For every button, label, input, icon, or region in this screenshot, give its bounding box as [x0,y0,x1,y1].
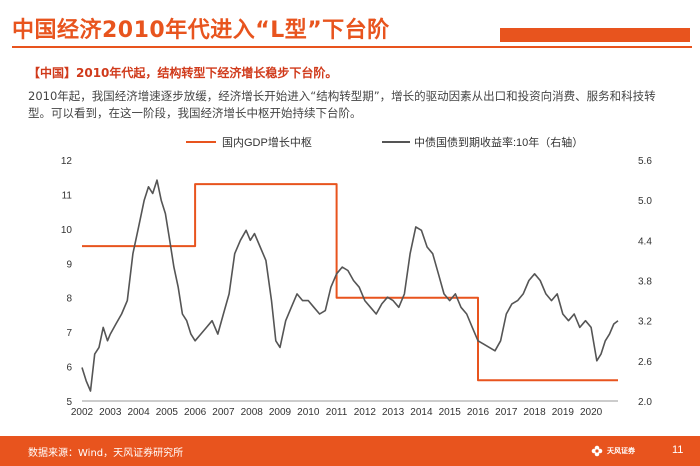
title-underline [12,46,692,48]
x-tick-label: 2011 [326,407,348,418]
y-right-tick-label: 3.2 [638,317,652,328]
x-tick-label: 2020 [580,407,603,418]
legend-label-yield: 中债国债到期收益率:10年（右轴） [414,135,583,149]
x-tick-label: 2005 [156,407,179,418]
x-tick-label: 2003 [99,407,122,418]
x-tick-label: 2018 [523,407,546,418]
series-line-10y-yield [81,179,619,392]
x-tick-label: 2012 [354,407,377,418]
y-left-tick-label: 9 [66,259,72,270]
y-right-tick-label: 2.6 [638,357,652,368]
x-tick-label: 2007 [212,407,235,418]
gdp-yield-chart: 国内GDP增长中枢 中债国债到期收益率:10年（右轴） 2002 2003 2004… [61,135,652,418]
x-tick-label: 2004 [127,407,150,418]
x-tick-label: 2017 [495,407,518,418]
x-tick-label: 2019 [552,407,575,418]
slide-title: 中国经济2010年代进入“L型”下台阶 [12,18,390,43]
logo-text: 天风证券 [607,447,635,455]
x-tick-label: 2002 [71,407,94,418]
highlight-text: 【中国】2010年代起，结构转型下经济增长稳步下台阶。 [28,66,338,80]
y-right-tick-label: 3.8 [638,277,652,288]
y-left-tick-label: 7 [66,328,72,339]
y-left-tick-label: 12 [61,156,73,167]
page-number: 11 [672,444,684,456]
y-left-tick-label: 5 [66,397,72,408]
x-tick-label: 2013 [382,407,405,418]
x-tick-label: 2009 [269,407,292,418]
y-right-tick-label: 2.0 [638,397,652,408]
y-right-tick-label: 4.4 [638,236,652,247]
footer-bar: 数据来源：Wind，天风证券研究所 天风证券 11 [0,436,700,466]
chart-legend: 国内GDP增长中枢 中债国债到期收益率:10年（右轴） [186,135,583,149]
chart-plot-area [81,179,619,392]
legend-label-gdp: 国内GDP增长中枢 [222,135,312,149]
x-tick-label: 2016 [467,407,490,418]
y-left-tick-label: 8 [66,294,72,305]
title-accent-bar [500,28,690,42]
series-line-gdp-center [82,183,618,382]
x-tick-label: 2014 [410,407,433,418]
chart-axes: 2002 2003 2004 2005 2006 2007 2008 2009 2010 2011… [61,156,652,418]
source-note: 数据来源：Wind，天风证券研究所 [28,448,184,459]
y-right-tick-label: 5.6 [638,156,652,167]
company-logo: 天风证券 [590,442,644,460]
x-tick-label: 2010 [297,407,320,418]
x-tick-label: 2006 [184,407,207,418]
y-left-tick-label: 11 [62,190,73,201]
x-tick-label: 2015 [439,407,462,418]
logo-flower-icon [590,444,604,458]
y-left-tick-label: 6 [66,363,72,374]
y-left-tick-label: 10 [61,225,73,236]
x-tick-label: 2008 [241,407,264,418]
body-paragraph: 2010年起，我国经济增速逐步放缓，经济增长开始进入“结构转型期”，增长的驱动因… [28,89,656,120]
y-right-tick-label: 5.0 [638,196,652,207]
